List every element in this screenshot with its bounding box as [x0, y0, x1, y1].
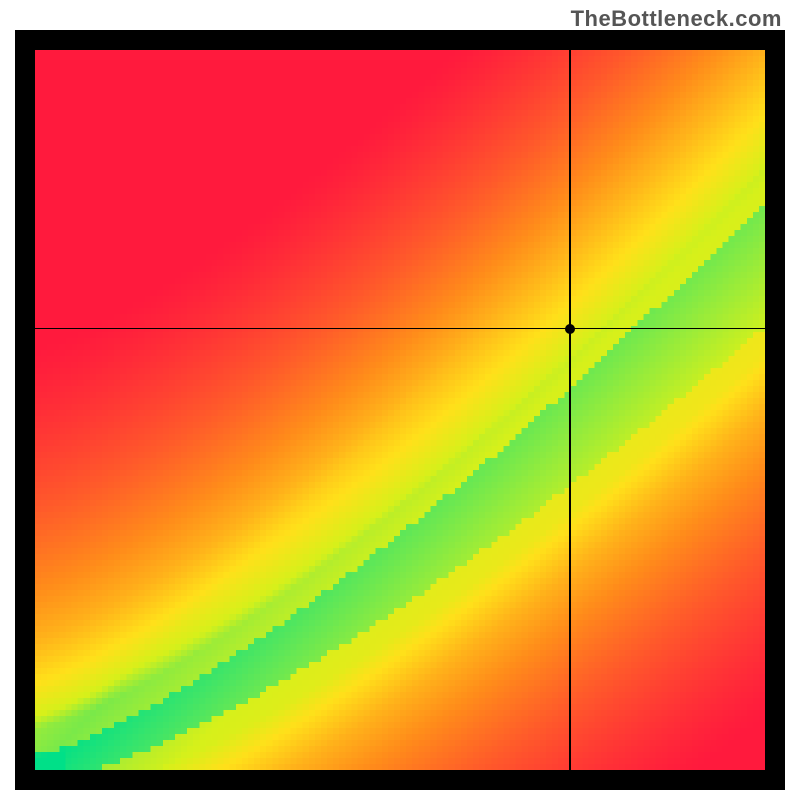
heatmap-area [35, 50, 765, 770]
heatmap-canvas [35, 50, 765, 770]
chart-container: TheBottleneck.com [0, 0, 800, 800]
watermark-text: TheBottleneck.com [571, 6, 782, 32]
crosshair-vertical [569, 50, 571, 770]
crosshair-horizontal [35, 328, 765, 330]
crosshair-marker [565, 324, 575, 334]
